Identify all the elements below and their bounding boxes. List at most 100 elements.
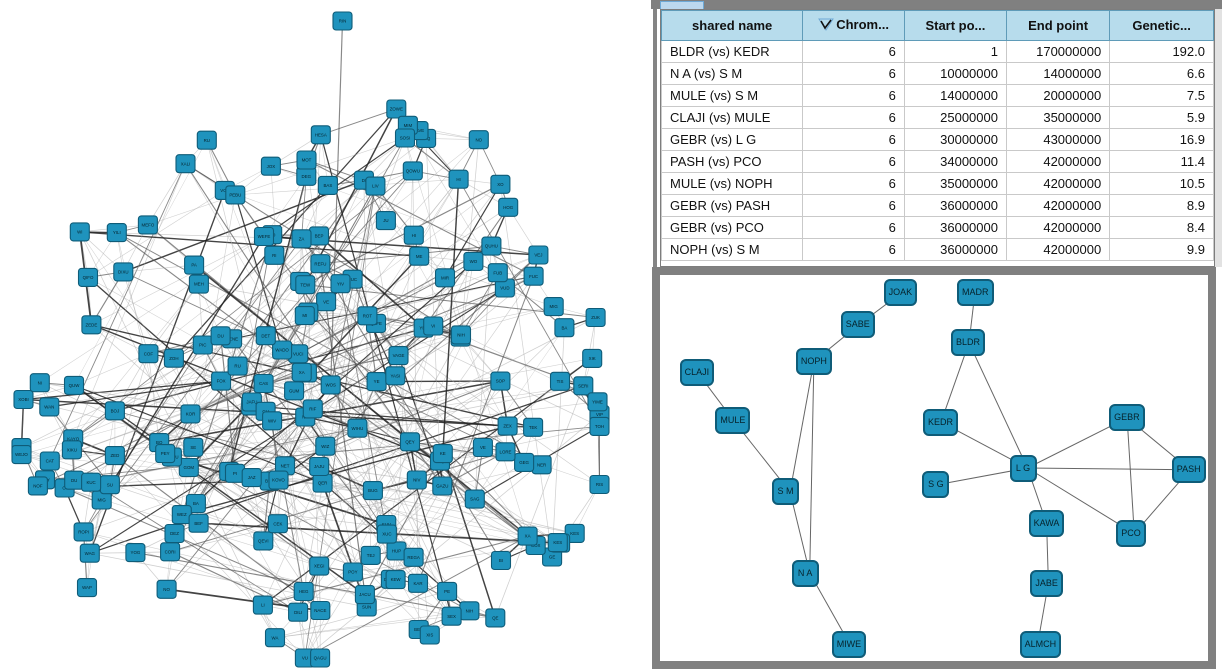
svg-text:YIV: YIV [337,281,344,286]
svg-text:NIH: NIH [457,333,465,338]
svg-text:QER: QER [318,481,328,486]
svg-text:GOM: GOM [184,465,195,470]
svg-text:YIME: YIME [592,399,603,404]
svg-text:JAZ: JAZ [248,475,256,480]
svg-text:XO: XO [497,182,504,187]
svg-text:DEZ: DEZ [170,531,179,536]
svg-text:BEF: BEF [194,521,203,526]
svg-text:GEG: GEG [519,460,529,465]
svg-text:VIP: VIP [596,412,603,417]
svg-text:MEFO: MEFO [142,223,155,228]
svg-text:LIV: LIV [372,184,379,189]
svg-text:VUCI: VUCI [293,351,304,356]
svg-text:ROT: ROT [363,313,373,318]
svg-text:VU: VU [302,656,308,661]
svg-text:JACU: JACU [359,592,370,597]
svg-text:HI: HI [456,177,460,182]
svg-text:ME: ME [416,254,423,259]
svg-text:QEY: QEY [405,439,414,444]
svg-text:TIS: TIS [557,379,564,384]
svg-text:XA: XA [299,370,305,375]
svg-text:ZA: ZA [299,236,305,241]
svg-text:WEFE: WEFE [258,234,271,239]
svg-text:SOP: SOP [496,379,505,384]
svg-text:HI: HI [412,233,416,238]
svg-text:RIS: RIS [596,482,603,487]
svg-text:SE: SE [190,445,196,450]
svg-text:SAG: SAG [470,497,480,502]
svg-text:GAZU: GAZU [436,484,448,489]
svg-text:XOBI: XOBI [18,397,29,402]
svg-text:FUB: FUB [493,270,502,275]
svg-text:WI: WI [77,230,82,235]
svg-text:PE: PE [444,589,450,594]
svg-text:BEP: BEP [315,234,324,239]
svg-text:YASI: YASI [390,373,400,378]
svg-text:JAJU: JAJU [314,464,325,469]
svg-text:REGA: REGA [407,555,420,560]
svg-text:WAN: WAN [44,405,54,410]
svg-text:NO: NO [163,587,170,592]
svg-text:REFU: REFU [314,261,326,266]
svg-text:BUG: BUG [368,488,378,493]
svg-text:ZED: ZED [111,453,120,458]
svg-text:XA: XA [525,534,531,539]
svg-text:VI: VI [431,324,435,329]
svg-text:CEK: CEK [273,521,282,526]
svg-text:FOX: FOX [217,379,226,384]
svg-text:BAS: BAS [324,183,333,188]
svg-text:MIG: MIG [550,304,559,309]
svg-text:VUD: VUD [500,286,509,291]
svg-text:DU: DU [71,478,77,483]
svg-text:SUN: SUN [362,605,371,610]
svg-text:MOT: MOT [302,158,312,163]
svg-text:BI: BI [499,558,503,563]
svg-text:YOG: YOG [131,550,141,555]
svg-text:QE: QE [492,616,498,621]
svg-text:MIR: MIR [441,275,449,280]
svg-text:RIN: RIN [339,19,347,24]
svg-text:COF: COF [144,351,154,356]
svg-text:WADO: WADO [275,348,289,353]
svg-text:DET: DET [261,333,270,338]
svg-text:FUC: FUC [529,274,538,279]
svg-text:HESA: HESA [315,132,327,137]
svg-text:VAGE: VAGE [393,353,405,358]
svg-text:QUW: QUW [69,383,81,388]
svg-text:XIS: XIS [426,633,433,638]
svg-text:ROPI: ROPI [78,530,89,535]
svg-text:KES: KES [570,531,579,536]
svg-text:WOS: WOS [325,383,336,388]
svg-text:KOVO: KOVO [272,478,285,483]
svg-text:ZOH: ZOH [169,356,178,361]
svg-text:DEG: DEG [302,174,312,179]
svg-text:KAR: KAR [413,581,422,586]
svg-text:GE: GE [549,555,555,560]
svg-text:HOG: HOG [503,205,514,210]
svg-text:RIF: RIF [309,407,316,412]
svg-text:WIHU: WIHU [352,426,364,431]
svg-text:WIV: WIV [268,418,276,423]
svg-text:LI: LI [261,603,265,608]
svg-text:BA: BA [193,501,199,506]
svg-text:NO: NO [476,137,483,142]
svg-text:PA: PA [191,263,197,268]
svg-text:YE: YE [374,379,380,384]
svg-text:POY: POY [348,570,357,575]
svg-text:WIZ: WIZ [321,444,329,449]
svg-text:RU: RU [234,364,240,369]
svg-text:XALI: XALI [181,161,191,166]
svg-text:WA: WA [272,635,279,640]
svg-text:PEY: PEY [161,451,170,456]
svg-text:ZUK: ZUK [591,315,600,320]
svg-text:BOJ: BOJ [111,408,120,413]
svg-text:PEBU: PEBU [229,193,241,198]
svg-text:SERI: SERI [578,383,588,388]
svg-text:VE: VE [323,299,329,304]
svg-text:KE: KE [440,451,446,456]
svg-text:KOR: KOR [186,412,196,417]
svg-text:TEK: TEK [529,425,538,430]
svg-text:WEJO: WEJO [15,452,28,457]
svg-text:ZEX: ZEX [503,424,512,429]
svg-text:TEW: TEW [300,282,311,287]
